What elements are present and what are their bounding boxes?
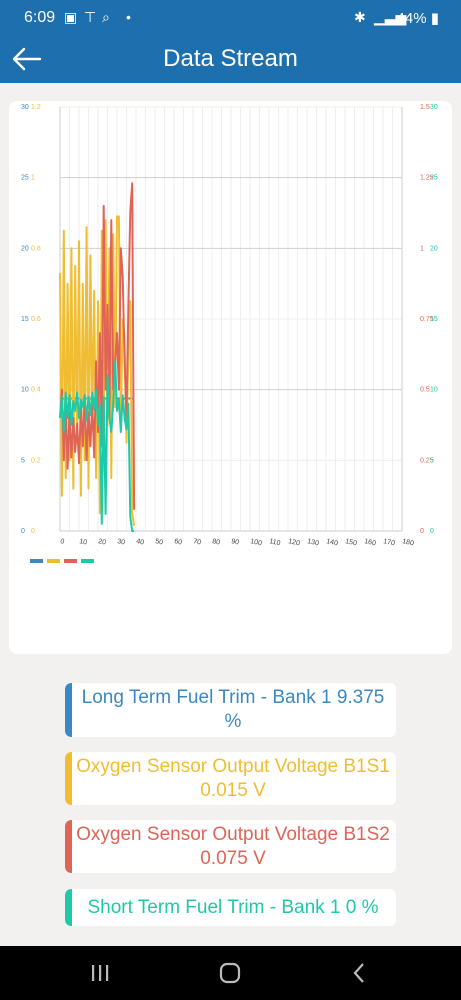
readout-oxygen-b1s1[interactable]: Oxygen Sensor Output Voltage B1S1 0.015 … <box>65 752 396 805</box>
y-tick-label-left: 5 <box>21 457 25 464</box>
y-tick-label-left: 30 <box>21 104 29 111</box>
y-tick-label-left: 20 <box>21 245 29 252</box>
legend-swatch-2 <box>64 559 77 563</box>
back-arrow-icon[interactable] <box>10 42 44 76</box>
readout-color-bar <box>65 752 72 805</box>
y-tick-label-right: 25 <box>430 175 438 182</box>
status-time: 6:09 <box>24 9 56 26</box>
y-tick-label-left: 0.8 <box>31 245 41 252</box>
recent-apps-icon[interactable] <box>85 958 115 988</box>
x-tick-label: 40 <box>136 538 145 546</box>
y-tick-label-right: 10 <box>430 387 438 394</box>
image-notification-icon: ▣ <box>64 9 78 25</box>
y-tick-label-left: 1.2 <box>31 104 41 111</box>
dot-notification-icon: • <box>126 9 131 25</box>
x-tick-label: 180 <box>402 538 415 547</box>
x-tick-label: 10 <box>79 538 88 546</box>
signal-icon: ▁▃▅ <box>374 9 407 25</box>
x-tick-label: 60 <box>174 538 183 546</box>
system-nav-bar <box>0 946 461 1000</box>
y-tick-label-left: 15 <box>21 316 29 323</box>
x-tick-label: 70 <box>193 538 202 546</box>
x-tick-label: 130 <box>307 538 320 547</box>
readout-value: 0.015 V <box>200 780 266 801</box>
x-tick-label: 30 <box>117 538 126 546</box>
y-tick-label-right: 0.75 <box>420 316 434 323</box>
y-tick-label-right: 30 <box>430 104 438 111</box>
app-bar: Data Stream <box>0 36 461 83</box>
page-title: Data Stream <box>163 45 298 72</box>
x-tick-label: 140 <box>326 538 339 547</box>
y-tick-label-right: 0.25 <box>420 457 434 464</box>
y-tick-label-left: 0 <box>21 528 25 535</box>
chart-card: 0 5 10 15 20 25 30 0 0.2 0.4 0.6 0.8 1 1.2 0 0.25 0.5 0.7… <box>9 101 452 654</box>
series-line-3 <box>59 360 135 532</box>
status-bar: 6:09 ▣ ⊤ ⌕ • ✱ ▁▃▅ 44% ▮ <box>0 0 461 36</box>
readout-value: 0.075 V <box>200 848 266 869</box>
y-tick-label-right: 1.5 <box>420 104 430 111</box>
y-tick-label-right: 0 <box>430 528 434 535</box>
x-tick-label: 20 <box>98 538 107 546</box>
y-tick-label-right: 20 <box>430 245 438 252</box>
back-nav-icon[interactable] <box>345 958 375 988</box>
battery-level: 44% ▮ <box>396 10 439 27</box>
legend-swatch-3 <box>81 559 94 563</box>
data-stream-chart: 05101520253000.20.40.60.811.200.250.50.7… <box>21 104 438 563</box>
x-tick-label: 50 <box>155 538 164 546</box>
legend-swatch-0 <box>30 559 43 563</box>
search-notification-icon: ⌕ <box>102 9 110 25</box>
battery-text: 44% <box>396 10 427 27</box>
home-icon[interactable] <box>215 958 245 988</box>
y-tick-label-left: 0.6 <box>31 316 41 323</box>
y-tick-label-left: 25 <box>21 175 29 182</box>
legend-swatch-1 <box>47 559 60 563</box>
y-tick-label-right: 0.5 <box>420 387 430 394</box>
y-tick-label-right: 1.25 <box>420 175 434 182</box>
y-tick-label-left: 0.2 <box>31 457 41 464</box>
x-tick-label: 0 <box>60 538 65 546</box>
y-tick-label-right: 15 <box>430 316 438 323</box>
y-tick-label-right: 5 <box>430 457 434 464</box>
readout-long-term-fuel-trim[interactable]: Long Term Fuel Trim - Bank 1 9.375 % <box>65 683 396 737</box>
y-tick-label-right: 0 <box>420 528 424 535</box>
x-tick-label: 90 <box>231 538 240 546</box>
y-tick-label-right: 1 <box>420 245 424 252</box>
x-tick-label: 80 <box>212 538 221 546</box>
x-tick-label: 100 <box>250 538 263 547</box>
bluetooth-icon: ✱ <box>354 9 366 25</box>
readout-oxygen-b1s2[interactable]: Oxygen Sensor Output Voltage B1S2 0.075 … <box>65 820 396 873</box>
app-notification-icon: ⊤ <box>84 9 97 25</box>
readout-color-bar <box>65 889 72 926</box>
readout-value: % <box>224 711 242 732</box>
x-tick-label: 150 <box>345 538 358 547</box>
readout-label: Oxygen Sensor Output Voltage B1S1 <box>76 756 390 777</box>
readout-color-bar <box>65 820 72 873</box>
x-tick-label: 160 <box>364 538 377 547</box>
readout-label: Oxygen Sensor Output Voltage B1S2 <box>76 824 390 845</box>
x-tick-label: 120 <box>288 538 301 547</box>
readout-color-bar <box>65 683 72 737</box>
readout-label: Short Term Fuel Trim - Bank 1 0 % <box>87 897 379 918</box>
x-tick-label: 170 <box>383 538 396 547</box>
y-tick-label-left: 0.4 <box>31 387 41 394</box>
readout-label: Long Term Fuel Trim - Bank 1 9.375 <box>81 687 385 708</box>
readout-short-term-fuel-trim[interactable]: Short Term Fuel Trim - Bank 1 0 % <box>65 889 396 926</box>
x-tick-label: 110 <box>269 538 281 547</box>
y-tick-label-left: 0 <box>31 528 35 535</box>
y-tick-label-left: 10 <box>21 387 29 394</box>
y-tick-label-left: 1 <box>31 175 35 182</box>
